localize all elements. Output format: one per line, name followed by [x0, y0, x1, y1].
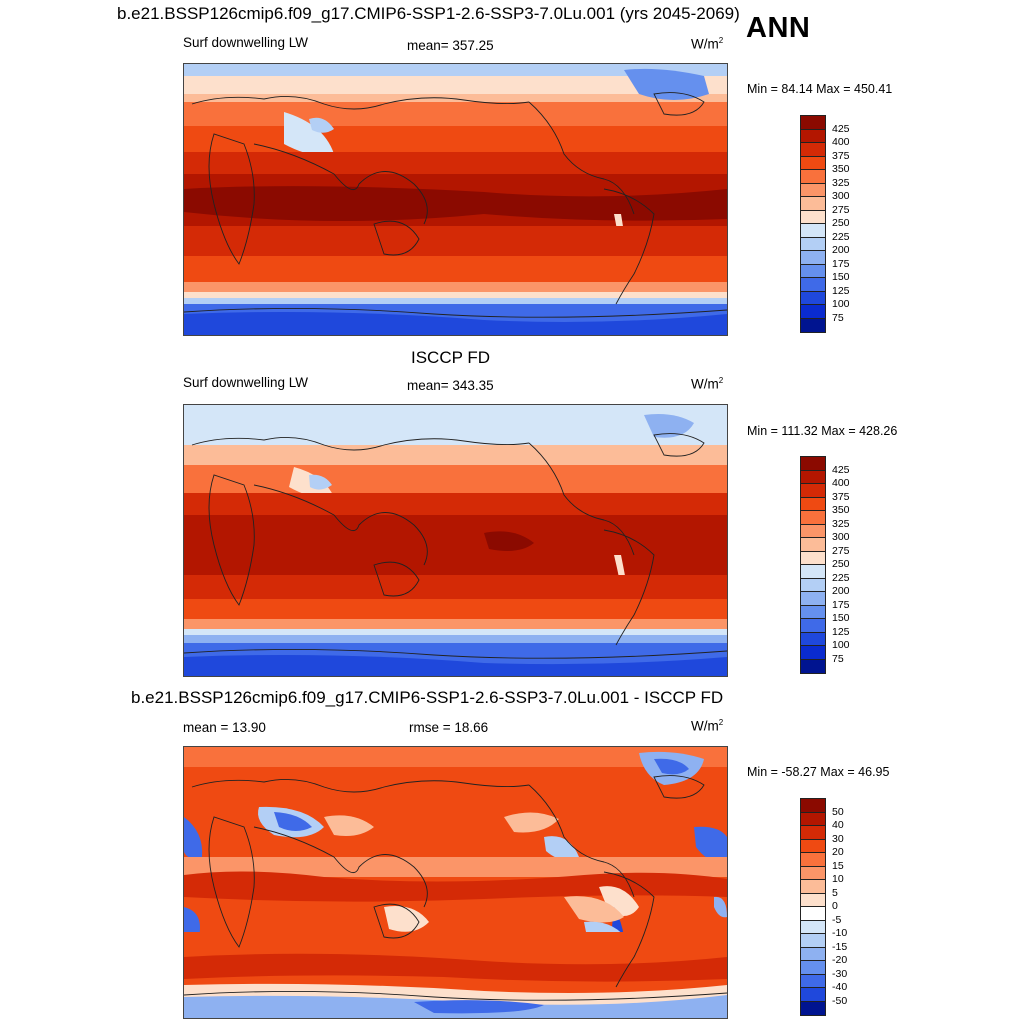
panel3-title: b.e21.BSSP126cmip6.f09_g17.CMIP6-SSP1-2.…	[131, 688, 724, 707]
panel1-minmax: Min = 84.14 Max = 450.41	[747, 82, 893, 96]
panel2-mean-label: mean= 343.35	[407, 378, 494, 393]
colorbar-tick: -40	[832, 981, 848, 993]
colorbar-tick: 350	[832, 504, 850, 516]
colorbar-tick: 15	[832, 859, 844, 872]
colorbar-tick: 175	[832, 598, 850, 611]
colorbar-tick: 150	[832, 271, 850, 283]
panel1-variable-label: Surf downwelling LW	[183, 35, 309, 50]
colorbar-tick: 75	[832, 311, 844, 324]
colorbar-tick: 400	[832, 136, 850, 148]
colorbar-tick: -30	[832, 967, 848, 980]
colorbar-tick: 0	[832, 900, 838, 912]
figure-title: b.e21.BSSP126cmip6.f09_g17.CMIP6-SSP1-2.…	[117, 4, 740, 23]
colorbar-tick: 30	[832, 832, 844, 845]
colorbar-tick: 200	[832, 585, 850, 597]
colorbar-tick: 275	[832, 544, 850, 557]
colorbar-tick: 350	[832, 163, 850, 175]
panel3-colorbar	[800, 798, 826, 1016]
colorbar-tick: 225	[832, 571, 850, 584]
colorbar-tick: 125	[832, 284, 850, 297]
colorbar-tick: 375	[832, 149, 850, 162]
colorbar-tick: 50	[832, 805, 844, 818]
panel1-contour-field	[184, 64, 727, 335]
colorbar-tick: 275	[832, 203, 850, 216]
colorbar-tick: 300	[832, 531, 850, 543]
panel3-map	[183, 746, 728, 1019]
colorbar-tick: 250	[832, 558, 850, 570]
panel1-map	[183, 63, 728, 336]
colorbar-tick: -5	[832, 913, 842, 926]
panel2-minmax: Min = 111.32 Max = 428.26	[747, 424, 898, 438]
panel2-colorbar	[800, 456, 826, 674]
colorbar-tick: 400	[832, 477, 850, 489]
panel3-contour-field	[184, 747, 727, 1018]
panel1-colorbar	[800, 115, 826, 333]
colorbar-tick: 250	[832, 217, 850, 229]
colorbar-tick: -50	[832, 994, 848, 1007]
colorbar-tick: 10	[832, 873, 844, 885]
panel3-rmse-label: rmse = 18.66	[409, 720, 489, 735]
panel2-title: ISCCP FD	[411, 348, 491, 367]
panel2-variable-label: Surf downwelling LW	[183, 375, 309, 390]
panel2-units: W/m2	[691, 376, 724, 392]
colorbar-tick: 5	[832, 886, 838, 899]
colorbar-tick: 325	[832, 176, 850, 189]
colorbar-tick: 100	[832, 639, 850, 651]
colorbar-tick: 75	[832, 652, 844, 665]
panel1-mean-label: mean= 357.25	[407, 38, 494, 53]
colorbar-tick: 325	[832, 517, 850, 530]
season-label: ANN	[746, 12, 811, 44]
panel1-units: W/m2	[691, 36, 724, 52]
colorbar-tick: 300	[832, 190, 850, 202]
colorbar-tick: 200	[832, 244, 850, 256]
colorbar-tick: 150	[832, 612, 850, 624]
panel2-contour-field	[184, 405, 727, 676]
colorbar-tick: 100	[832, 298, 850, 310]
colorbar-tick: -10	[832, 927, 848, 939]
colorbar-tick: 375	[832, 490, 850, 503]
colorbar-tick: 425	[832, 122, 850, 135]
panel3-minmax: Min = -58.27 Max = 46.95	[747, 765, 890, 779]
colorbar-tick: 20	[832, 846, 844, 858]
panel2-map	[183, 404, 728, 677]
panel3-mean-label: mean = 13.90	[183, 720, 266, 735]
colorbar-tick: -15	[832, 940, 848, 953]
colorbar-tick: 40	[832, 819, 844, 831]
panel3-units: W/m2	[691, 718, 724, 734]
colorbar-tick: 175	[832, 257, 850, 270]
colorbar-tick: 125	[832, 625, 850, 638]
colorbar-tick: -20	[832, 954, 848, 966]
colorbar-tick: 225	[832, 230, 850, 243]
colorbar-tick: 425	[832, 463, 850, 476]
